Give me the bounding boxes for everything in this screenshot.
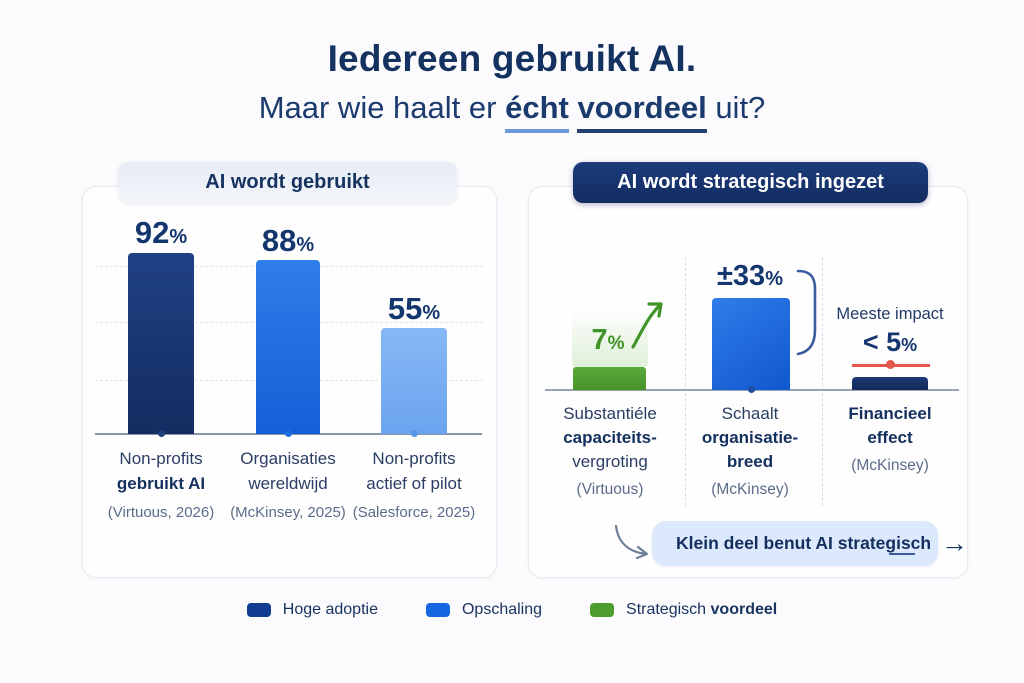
axis-dot — [411, 430, 418, 437]
right-panel-header: AI wordt strategisch ingezet — [573, 162, 928, 203]
axis-dot — [748, 386, 755, 393]
bar-financieel-effect — [852, 377, 928, 390]
page-subtitle: Maar wie haalt er écht voordeel uit? — [0, 90, 1024, 133]
subtitle-suffix: uit? — [715, 90, 766, 125]
legend-item-opschaling: Opschaling — [425, 601, 542, 619]
axis-dot — [285, 430, 292, 437]
bar-strategisch-voordeel — [573, 367, 646, 390]
right-label-1: Substantiéle capaciteits- vergroting (Vi… — [535, 402, 685, 502]
bar-opschaling — [256, 260, 320, 434]
subtitle-prefix: Maar wie haalt er — [258, 90, 497, 125]
arrow-right-icon: → — [941, 528, 968, 558]
growth-arrow-icon — [631, 302, 663, 349]
callout-text: Klein deel benut AI strategisch — [676, 533, 932, 553]
section-divider — [685, 258, 686, 506]
section-divider — [822, 258, 823, 506]
source-label: (Salesforce, 2025) — [352, 504, 476, 521]
legend-swatch-green — [590, 603, 615, 617]
legend-swatch-blue — [425, 603, 450, 617]
source-label: (McKinsey, 2025) — [230, 504, 346, 521]
subtitle-emphasis-echt: écht — [505, 90, 569, 133]
red-threshold-dot — [886, 360, 895, 369]
bar-value-88: 88% — [261, 223, 315, 258]
left-label-3: Non-profits actief of pilot (Salesforce,… — [341, 446, 487, 525]
legend-item-strategisch-voordeel: Strategisch voordeel — [590, 601, 777, 619]
bar-hoge-adoptie — [128, 253, 194, 434]
annotation-meeste-impact: Meeste impact — [836, 305, 944, 323]
bar-value-33: ±33% — [717, 260, 783, 292]
green-glow — [572, 308, 648, 367]
legend-swatch-navy — [246, 603, 271, 617]
source-label: (McKinsey) — [851, 457, 929, 474]
left-label-2: Organisaties wereldwijd (McKinsey, 2025) — [215, 446, 361, 525]
source-label: (Virtuous) — [576, 481, 644, 498]
callout-pill: Klein deel benut AI strategisch — [652, 521, 938, 566]
source-label: (McKinsey) — [711, 481, 789, 498]
left-panel-header: AI wordt gebruikt — [118, 162, 457, 203]
axis-dot — [158, 430, 165, 437]
bracket-icon — [796, 269, 817, 356]
left-label-1: Non-profits gebruikt AI (Virtuous, 2026) — [88, 446, 234, 525]
bar-pilot — [381, 328, 447, 434]
callout-underline — [889, 553, 915, 555]
bar-opschaling-rechts — [712, 298, 790, 390]
legend: Hoge adoptie Opschaling Strategisch voor… — [0, 601, 1024, 619]
bar-value-55: 55% — [387, 291, 441, 326]
bar-value-5: < 5% — [862, 327, 918, 357]
right-label-3: Financieel effect (McKinsey) — [815, 402, 965, 478]
curved-arrow-icon — [614, 524, 649, 560]
bar-value-7: 7% — [591, 324, 625, 356]
page-title: Iedereen gebruikt AI. — [327, 38, 697, 79]
source-label: (Virtuous, 2026) — [107, 504, 215, 521]
legend-item-hoge-adoptie: Hoge adoptie — [246, 601, 378, 619]
subtitle-emphasis-voordeel: voordeel — [577, 90, 707, 133]
bar-value-92: 92% — [134, 215, 188, 250]
right-label-2: Schaalt organisatie- breed (McKinsey) — [675, 402, 825, 502]
